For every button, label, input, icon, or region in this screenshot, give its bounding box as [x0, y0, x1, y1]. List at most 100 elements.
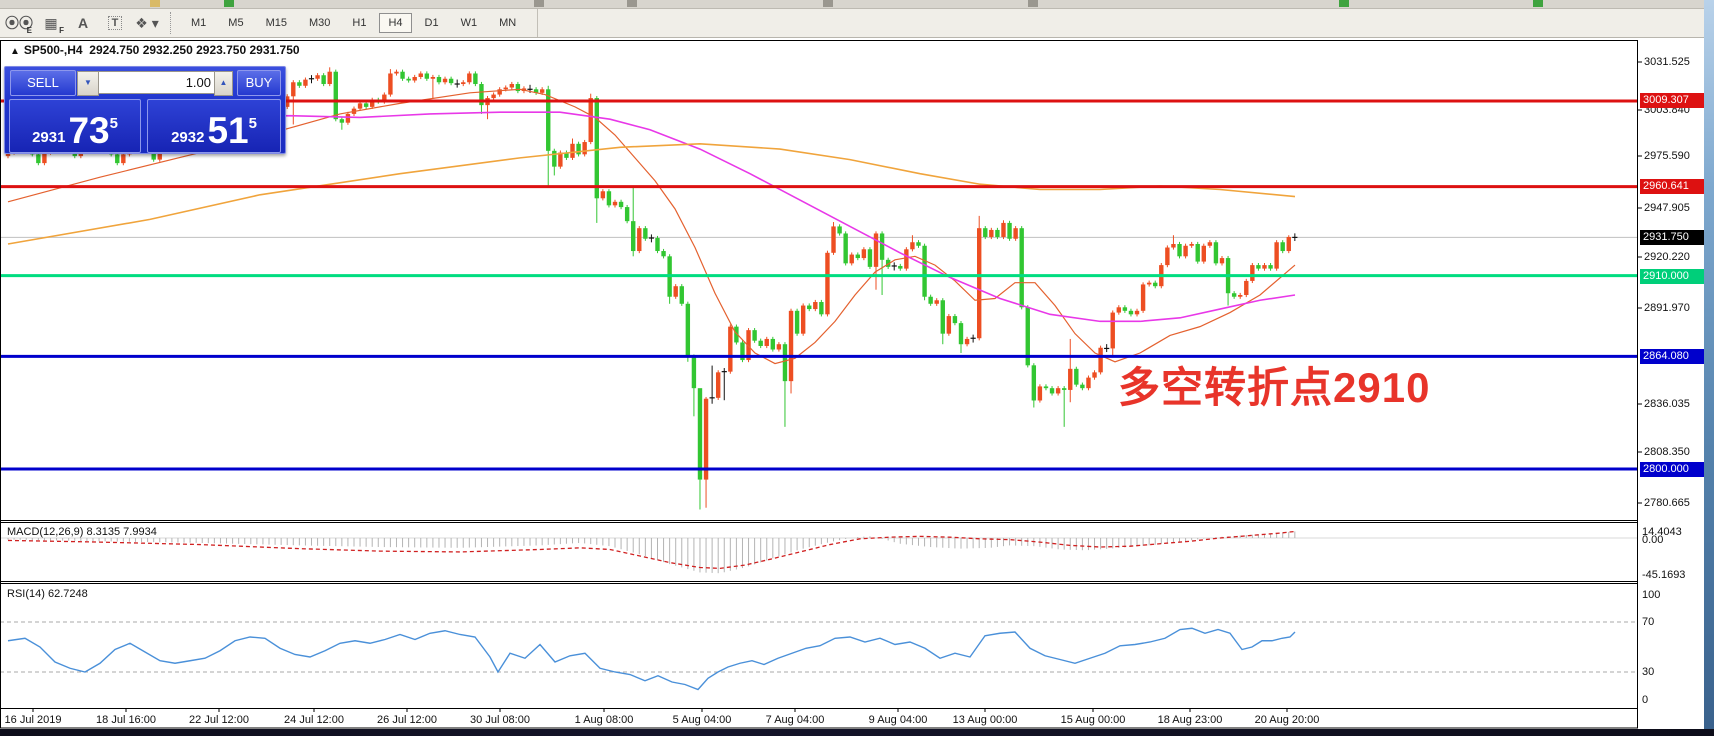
time-axis-label: 22 Jul 12:00 — [189, 714, 249, 726]
price-tick-label: 2920.220 — [1644, 251, 1690, 263]
price-level-badge: 3009.307 — [1640, 92, 1705, 108]
price-level-badge: 2800.000 — [1640, 461, 1705, 477]
timeframe-button-m15[interactable]: M15 — [265, 17, 287, 29]
price-tick-label: 2808.350 — [1644, 446, 1690, 458]
trade-panel-row: SELL ▼ 1.00 ▲ BUY — [5, 70, 285, 96]
clipped-icon-fragment — [1339, 0, 1349, 7]
price-level-badge: 2931.750 — [1640, 229, 1705, 245]
price-tick-label: 2975.590 — [1644, 150, 1690, 162]
clipped-upper-toolbar — [0, 0, 1714, 9]
timeframe-button-m5[interactable]: M5 — [228, 17, 244, 29]
buy-price-prefix: 2932 — [171, 129, 205, 146]
timeframe-button-m1[interactable]: M1 — [191, 17, 207, 29]
macd-scale-label: 0.00 — [1642, 534, 1664, 546]
time-axis-label: 13 Aug 00:00 — [952, 714, 1018, 726]
indicators-icon[interactable]: ⦿⦿ E — [5, 15, 33, 35]
clipped-icon-fragment — [1028, 0, 1038, 7]
price-level-badge: 2960.641 — [1640, 178, 1705, 194]
window-bottom-edge — [0, 729, 1714, 736]
price-level-badge: 2864.080 — [1640, 348, 1705, 364]
rsi-scale-label: 70 — [1642, 616, 1655, 628]
pane-borders — [0, 40, 1642, 729]
price-tick-label: 2891.970 — [1644, 302, 1690, 314]
clipped-icon-fragment — [1533, 0, 1543, 7]
sell-button[interactable]: SELL — [10, 70, 76, 96]
timeframe-button-mn[interactable]: MN — [499, 17, 517, 29]
time-axis-label: 18 Aug 23:00 — [1157, 714, 1223, 726]
ohlc-high: 2932.250 — [142, 43, 193, 57]
toolbar-separator — [170, 12, 172, 34]
timeframe-button-h4[interactable]: H4 — [379, 13, 412, 33]
clipped-icon-fragment — [224, 0, 234, 7]
text-box-icon[interactable]: T — [102, 12, 128, 34]
time-axis-label: 7 Aug 04:00 — [765, 714, 825, 726]
sell-price-main: 73 — [68, 110, 110, 151]
grid-icon[interactable]: ▦ F — [44, 14, 64, 36]
timeframe-button-m30[interactable]: M30 — [308, 17, 331, 29]
time-axis-label: 16 Jul 2019 — [4, 714, 62, 726]
buy-button[interactable]: BUY — [237, 70, 281, 96]
time-axis-label: 26 Jul 12:00 — [377, 714, 437, 726]
ohlc-close: 2931.750 — [249, 43, 300, 57]
clipped-icon-fragment — [627, 0, 637, 7]
timeframe-button-h1[interactable]: H1 — [352, 17, 367, 29]
price-tick-label: 2947.905 — [1644, 202, 1690, 214]
shapes-icon[interactable]: ❖ ▾ — [135, 14, 159, 31]
rsi-indicator-label: RSI(14) 62.7248 — [7, 588, 88, 600]
macd-signal-line — [7, 530, 1296, 569]
clipped-icon-fragment — [150, 0, 160, 7]
macd-scale-label: -45.1693 — [1642, 569, 1686, 581]
toolbar-separator — [537, 9, 539, 37]
price-tick-label: 3031.525 — [1644, 56, 1690, 68]
one-click-trade-panel: SELL ▼ 1.00 ▲ BUY 2931 73 5 2932 51 5 — [4, 66, 286, 154]
main-pane[interactable] — [0, 67, 1637, 510]
macd-scale-label: 14.4043 — [1642, 526, 1682, 538]
price-tick-label: 2780.665 — [1644, 497, 1690, 509]
collapse-arrow-icon[interactable]: ▲ — [10, 46, 20, 57]
volume-input[interactable]: 1.00 — [98, 71, 218, 94]
time-axis-label: 20 Aug 20:00 — [1254, 714, 1320, 726]
chart-title: ▲ SP500-,H4 2924.750 2932.250 2923.750 29… — [10, 43, 300, 57]
time-axis-label: 9 Aug 04:00 — [868, 714, 928, 726]
macd-indicator-label: MACD(12,26,9) 8.3135 7.9934 — [7, 526, 157, 538]
time-axis-label: 15 Aug 00:00 — [1060, 714, 1126, 726]
clipped-icon-fragment — [534, 0, 544, 7]
window-edge-scroll-strip[interactable] — [1704, 0, 1714, 736]
time-axis-label: 24 Jul 12:00 — [284, 714, 344, 726]
rsi-line — [7, 627, 1296, 691]
sell-price-tile[interactable]: 2931 73 5 — [9, 99, 141, 153]
ohlc-low: 2923.750 — [196, 43, 247, 57]
rsi-scale-label: 0 — [1642, 694, 1649, 706]
rsi-pane[interactable] — [0, 621, 1637, 691]
buy-price-tile[interactable]: 2932 51 5 — [147, 99, 281, 153]
time-axis-label: 18 Jul 16:00 — [96, 714, 156, 726]
candles — [5, 67, 1298, 510]
volume-increase-button[interactable]: ▲ — [214, 71, 233, 96]
rsi-scale-label: 30 — [1642, 666, 1655, 678]
clipped-icon-fragment — [823, 0, 833, 7]
sell-price-pip: 5 — [109, 115, 118, 132]
ma-mid-line — [8, 111, 1296, 323]
macd-pane[interactable] — [0, 530, 1637, 574]
sell-price-prefix: 2931 — [32, 129, 66, 146]
text-label-icon[interactable]: A — [77, 15, 89, 31]
ohlc-open: 2924.750 — [89, 43, 140, 57]
time-axis-label: 30 Jul 08:00 — [470, 714, 530, 726]
time-axis-label: 5 Aug 04:00 — [672, 714, 732, 726]
ma-slow-line — [7, 142, 1296, 245]
rsi-scale-label: 100 — [1642, 589, 1661, 601]
ma-fast-line — [7, 88, 1296, 365]
toolbar: ⦿⦿ E ▦ F A T ❖ ▾ M1 M5 M15 M30 H1 H4 D1 W1 MN — [0, 9, 1714, 38]
price-tick-label: 2836.035 — [1644, 398, 1690, 410]
timeframe-button-w1[interactable]: W1 — [460, 17, 478, 29]
time-axis-label: 1 Aug 08:00 — [574, 714, 634, 726]
volume-decrease-button[interactable]: ▼ — [77, 71, 99, 96]
price-level-badge: 2910.000 — [1640, 268, 1705, 284]
buy-price-main: 51 — [207, 110, 249, 151]
chart-canvas[interactable] — [0, 38, 1704, 729]
chart-text-annotation[interactable]: 多空转折点2910 — [1118, 364, 1431, 411]
timeframe-button-d1[interactable]: D1 — [424, 17, 439, 29]
buy-price-pip: 5 — [248, 115, 257, 132]
chart-window: ▲ SP500-,H4 2924.750 2932.250 2923.750 29… — [0, 38, 1714, 729]
